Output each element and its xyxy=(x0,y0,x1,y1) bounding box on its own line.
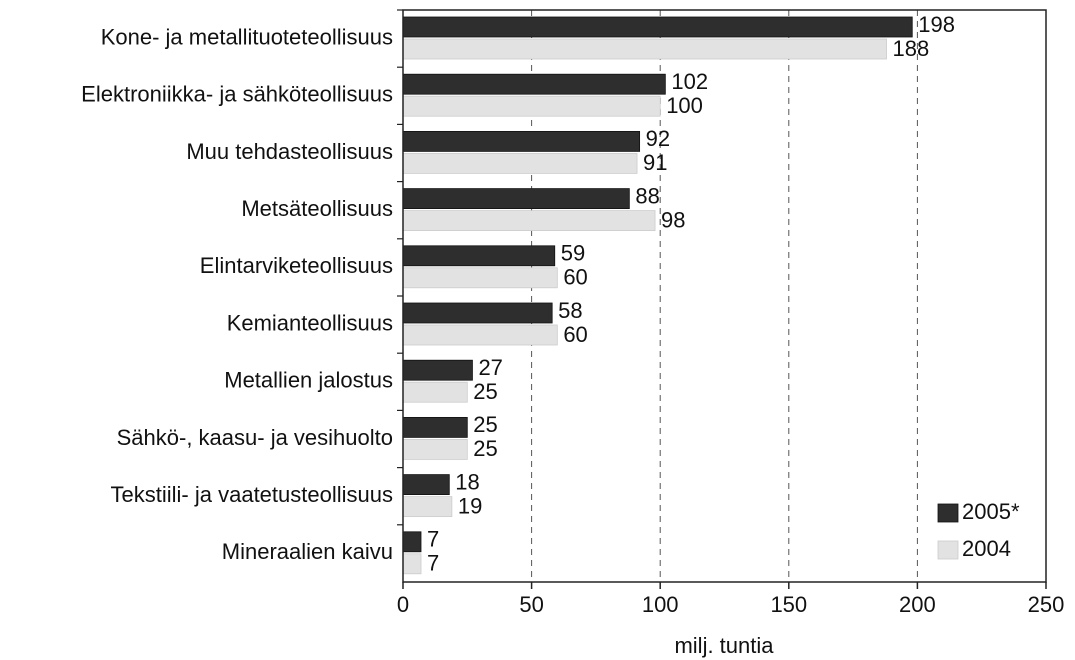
value-label: 59 xyxy=(561,241,585,266)
value-label: 98 xyxy=(661,207,685,232)
legend-swatch xyxy=(937,540,959,560)
x-axis-label: milj. tuntia xyxy=(674,633,774,658)
bar xyxy=(402,359,473,381)
value-label: 25 xyxy=(473,379,497,404)
value-label: 102 xyxy=(671,69,708,94)
value-label: 198 xyxy=(918,12,955,37)
value-label: 88 xyxy=(635,183,659,208)
x-tick-label: 250 xyxy=(1028,592,1065,617)
bar xyxy=(402,188,630,210)
value-label: 58 xyxy=(558,298,582,323)
legend-swatch xyxy=(937,503,959,523)
y-tick-label: Sähkö-, kaasu- ja vesihuolto xyxy=(117,425,393,450)
x-tick-label: 200 xyxy=(899,592,936,617)
value-label: 188 xyxy=(893,36,930,61)
bar xyxy=(402,210,656,232)
bar xyxy=(402,73,666,95)
bar xyxy=(402,474,450,496)
bar xyxy=(402,496,453,518)
value-label: 60 xyxy=(563,265,587,290)
value-label: 25 xyxy=(473,412,497,437)
legend-label: 2005* xyxy=(962,499,1020,524)
bar xyxy=(402,152,638,174)
value-label: 100 xyxy=(666,93,703,118)
value-label: 7 xyxy=(427,527,439,552)
y-tick-label: Kone- ja metallituoteteollisuus xyxy=(101,24,393,49)
value-label: 25 xyxy=(473,436,497,461)
x-tick-label: 50 xyxy=(519,592,543,617)
x-tick-label: 0 xyxy=(397,592,409,617)
y-tick-label: Metsäteollisuus xyxy=(241,196,393,221)
y-tick-label: Metallien jalostus xyxy=(224,368,393,393)
bar xyxy=(402,416,468,438)
y-tick-label: Mineraalien kaivu xyxy=(222,539,393,564)
bar xyxy=(402,302,553,324)
x-tick-label: 100 xyxy=(642,592,679,617)
y-tick-label: Tekstiili- ja vaatetusteollisuus xyxy=(111,482,393,507)
bar xyxy=(402,95,661,117)
bar xyxy=(402,38,887,60)
y-tick-label: Kemianteollisuus xyxy=(227,310,393,335)
bar xyxy=(402,130,641,152)
value-label: 19 xyxy=(458,493,482,518)
value-label: 27 xyxy=(478,355,502,380)
legend-label: 2004 xyxy=(962,536,1011,561)
bar xyxy=(402,245,556,267)
x-tick-label: 150 xyxy=(770,592,807,617)
bar xyxy=(402,531,422,553)
bar xyxy=(402,381,468,403)
bar xyxy=(402,324,558,346)
value-label: 92 xyxy=(646,126,670,151)
bar xyxy=(402,438,468,460)
bar xyxy=(402,267,558,289)
y-tick-label: Elintarviketeollisuus xyxy=(200,253,393,278)
plot-frame xyxy=(402,9,1047,583)
bar xyxy=(402,16,913,38)
bar xyxy=(402,553,422,575)
y-tick-label: Elektroniikka- ja sähköteollisuus xyxy=(81,82,393,107)
value-label: 91 xyxy=(643,150,667,175)
value-label: 7 xyxy=(427,551,439,576)
value-label: 60 xyxy=(563,322,587,347)
value-label: 18 xyxy=(455,469,479,494)
y-tick-label: Muu tehdasteollisuus xyxy=(186,139,393,164)
